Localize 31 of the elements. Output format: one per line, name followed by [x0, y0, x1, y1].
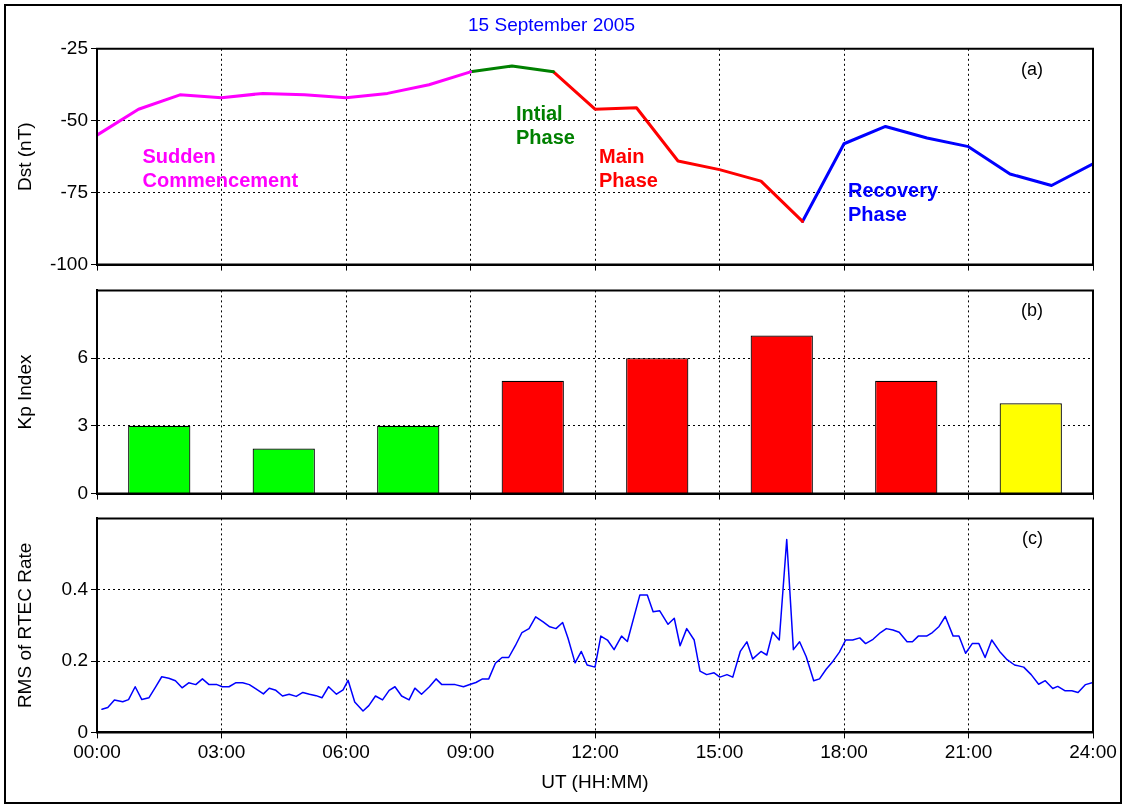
x-tick-label: 09:00: [446, 741, 495, 763]
x-axis-title: UT (HH:MM): [541, 770, 649, 792]
y-tick-label: 3: [77, 414, 88, 436]
series-label: Recovery Phase: [848, 179, 939, 226]
x-tick-label: 12:00: [571, 741, 619, 763]
x-tick-label: 21:00: [944, 741, 993, 763]
x-tick-label: 03:00: [197, 741, 246, 763]
series-label: Main Phase: [599, 144, 658, 191]
y-tick-label: 0: [77, 481, 88, 503]
y-axis-title: Kp Index: [13, 354, 35, 430]
y-tick-label: 6: [77, 346, 88, 368]
x-tick-label: 00:00: [73, 741, 121, 763]
y-tick-label: -50: [60, 108, 88, 130]
series-label: Intial Phase: [516, 101, 575, 148]
y-axis-title: RMS of RTEC Rate: [13, 542, 35, 709]
y-axis-title: Dst (nT): [13, 122, 35, 191]
x-tick-label: 24:00: [1069, 741, 1117, 763]
y-tick-label: 0: [77, 720, 88, 742]
chart-title: 15 September 2005: [468, 13, 635, 35]
annotation: (a): [1021, 58, 1043, 79]
y-tick-label: -100: [49, 252, 88, 274]
y-tick-label: -75: [60, 180, 88, 202]
x-tick-label: 06:00: [322, 741, 370, 763]
y-tick-label: 0.4: [61, 577, 89, 599]
x-tick-label: 18:00: [820, 741, 868, 763]
y-tick-label: 0.2: [61, 649, 88, 671]
series-label: Sudden Commencement: [142, 144, 299, 191]
annotation: (b): [1021, 300, 1043, 321]
y-tick-label: -25: [60, 37, 88, 59]
x-tick-label: 15:00: [695, 741, 744, 763]
annotation: (c): [1022, 528, 1043, 549]
